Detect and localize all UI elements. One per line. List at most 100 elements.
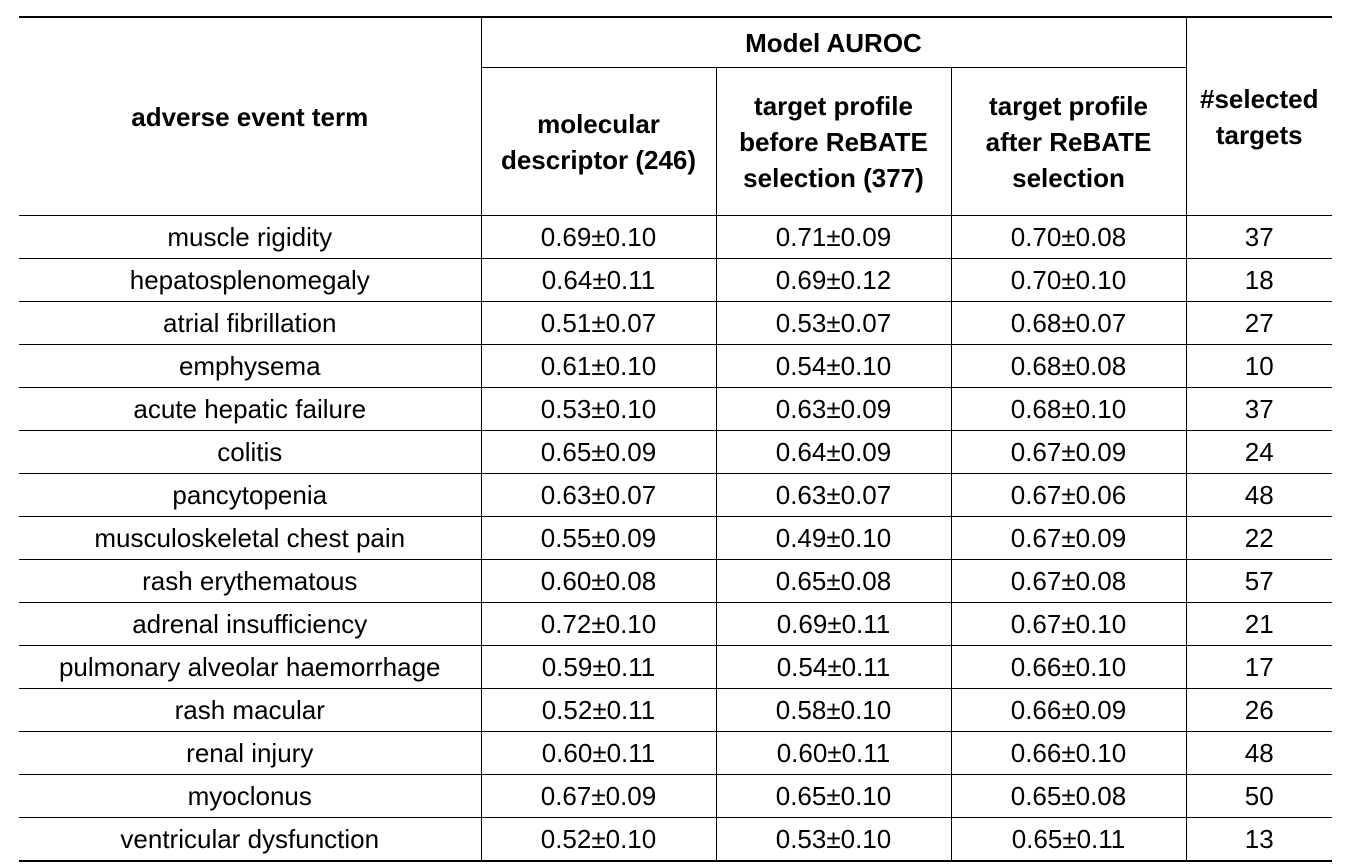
cell-selected-targets: 17 bbox=[1186, 645, 1332, 689]
header-adverse-event-term: adverse event term bbox=[19, 17, 482, 216]
cell-target-profile-before: 0.54±0.10 bbox=[716, 344, 952, 388]
table-row: muscle rigidity 0.69±0.10 0.71±0.09 0.70±0.… bbox=[19, 215, 1332, 259]
header-target-profile-before-label: target profile before ReBATE selection (… bbox=[739, 90, 928, 193]
cell-target-profile-after: 0.66±0.10 bbox=[951, 645, 1187, 689]
cell-adverse-event-term: colitis bbox=[19, 430, 482, 474]
cell-molecular-descriptor: 0.52±0.10 bbox=[481, 817, 717, 862]
cell-target-profile-before: 0.69±0.12 bbox=[716, 258, 952, 302]
cell-selected-targets: 27 bbox=[1186, 301, 1332, 345]
cell-molecular-descriptor: 0.53±0.10 bbox=[481, 387, 717, 431]
cell-molecular-descriptor: 0.72±0.10 bbox=[481, 602, 717, 646]
cell-molecular-descriptor: 0.69±0.10 bbox=[481, 215, 717, 259]
cell-adverse-event-term: rash macular bbox=[19, 688, 482, 732]
cell-molecular-descriptor: 0.60±0.08 bbox=[481, 559, 717, 603]
cell-selected-targets: 24 bbox=[1186, 430, 1332, 474]
table-row: colitis 0.65±0.09 0.64±0.09 0.67±0.09 24 bbox=[19, 430, 1332, 474]
cell-target-profile-after: 0.68±0.08 bbox=[951, 344, 1187, 388]
cell-adverse-event-term: hepatosplenomegaly bbox=[19, 258, 482, 302]
cell-target-profile-after: 0.68±0.07 bbox=[951, 301, 1187, 345]
cell-molecular-descriptor: 0.65±0.09 bbox=[481, 430, 717, 474]
header-target-profile-after-label: target profile after ReBATE selection bbox=[985, 90, 1152, 193]
cell-selected-targets: 50 bbox=[1186, 774, 1332, 818]
table-header: adverse event term Model AUROC #selected… bbox=[19, 17, 1332, 216]
cell-adverse-event-term: renal injury bbox=[19, 731, 482, 775]
cell-target-profile-before: 0.69±0.11 bbox=[716, 602, 952, 646]
cell-molecular-descriptor: 0.63±0.07 bbox=[481, 473, 717, 517]
cell-target-profile-before: 0.53±0.10 bbox=[716, 817, 952, 862]
cell-selected-targets: 22 bbox=[1186, 516, 1332, 560]
table-row: pancytopenia 0.63±0.07 0.63±0.07 0.67±0.06 4… bbox=[19, 473, 1332, 517]
table-row: emphysema 0.61±0.10 0.54±0.10 0.68±0.08 10 bbox=[19, 344, 1332, 388]
cell-target-profile-before: 0.53±0.07 bbox=[716, 301, 952, 345]
cell-target-profile-before: 0.60±0.11 bbox=[716, 731, 952, 775]
cell-target-profile-before: 0.63±0.07 bbox=[716, 473, 952, 517]
cell-target-profile-after: 0.67±0.10 bbox=[951, 602, 1187, 646]
cell-adverse-event-term: acute hepatic failure bbox=[19, 387, 482, 431]
table-row: hepatosplenomegaly 0.64±0.11 0.69±0.12 0.70… bbox=[19, 258, 1332, 302]
cell-molecular-descriptor: 0.51±0.07 bbox=[481, 301, 717, 345]
table-row: musculoskeletal chest pain 0.55±0.09 0.49±… bbox=[19, 516, 1332, 560]
header-molecular-descriptor: molecular descriptor (246) bbox=[481, 67, 717, 216]
header-molecular-descriptor-label: molecular descriptor (246) bbox=[500, 108, 697, 175]
cell-molecular-descriptor: 0.59±0.11 bbox=[481, 645, 717, 689]
cell-target-profile-after: 0.65±0.11 bbox=[951, 817, 1187, 862]
cell-target-profile-after: 0.67±0.08 bbox=[951, 559, 1187, 603]
cell-selected-targets: 37 bbox=[1186, 387, 1332, 431]
header-target-profile-after: target profile after ReBATE selection bbox=[951, 67, 1187, 216]
header-target-profile-before: target profile before ReBATE selection (… bbox=[716, 67, 952, 216]
header-model-auroc: Model AUROC bbox=[481, 17, 1187, 68]
cell-selected-targets: 37 bbox=[1186, 215, 1332, 259]
table-row: rash macular 0.52±0.11 0.58±0.10 0.66±0.09 2… bbox=[19, 688, 1332, 732]
cell-target-profile-after: 0.70±0.08 bbox=[951, 215, 1187, 259]
table-body: muscle rigidity 0.69±0.10 0.71±0.09 0.70±0.… bbox=[19, 215, 1332, 862]
cell-target-profile-before: 0.58±0.10 bbox=[716, 688, 952, 732]
cell-selected-targets: 26 bbox=[1186, 688, 1332, 732]
cell-target-profile-before: 0.54±0.11 bbox=[716, 645, 952, 689]
cell-adverse-event-term: myoclonus bbox=[19, 774, 482, 818]
cell-selected-targets: 13 bbox=[1186, 817, 1332, 862]
header-selected-targets: #selected targets bbox=[1186, 17, 1332, 216]
cell-target-profile-before: 0.64±0.09 bbox=[716, 430, 952, 474]
cell-selected-targets: 21 bbox=[1186, 602, 1332, 646]
cell-selected-targets: 10 bbox=[1186, 344, 1332, 388]
table-row: rash erythematous 0.60±0.08 0.65±0.08 0.67±… bbox=[19, 559, 1332, 603]
cell-adverse-event-term: pancytopenia bbox=[19, 473, 482, 517]
cell-adverse-event-term: ventricular dysfunction bbox=[19, 817, 482, 862]
cell-adverse-event-term: adrenal insufficiency bbox=[19, 602, 482, 646]
cell-adverse-event-term: rash erythematous bbox=[19, 559, 482, 603]
cell-adverse-event-term: atrial fibrillation bbox=[19, 301, 482, 345]
cell-target-profile-before: 0.65±0.10 bbox=[716, 774, 952, 818]
cell-target-profile-after: 0.68±0.10 bbox=[951, 387, 1187, 431]
cell-molecular-descriptor: 0.67±0.09 bbox=[481, 774, 717, 818]
cell-selected-targets: 48 bbox=[1186, 731, 1332, 775]
cell-target-profile-before: 0.63±0.09 bbox=[716, 387, 952, 431]
cell-selected-targets: 48 bbox=[1186, 473, 1332, 517]
table-row: ventricular dysfunction 0.52±0.10 0.53±0.1… bbox=[19, 817, 1332, 862]
cell-adverse-event-term: muscle rigidity bbox=[19, 215, 482, 259]
cell-target-profile-before: 0.71±0.09 bbox=[716, 215, 952, 259]
table-row: renal injury 0.60±0.11 0.60±0.11 0.66±0.10 4… bbox=[19, 731, 1332, 775]
cell-target-profile-after: 0.67±0.09 bbox=[951, 516, 1187, 560]
table-row: pulmonary alveolar haemorrhage 0.59±0.11 0… bbox=[19, 645, 1332, 689]
table-row: acute hepatic failure 0.53±0.10 0.63±0.09 0… bbox=[19, 387, 1332, 431]
auroc-table: adverse event term Model AUROC #selected… bbox=[19, 16, 1332, 862]
cell-target-profile-after: 0.67±0.06 bbox=[951, 473, 1187, 517]
cell-molecular-descriptor: 0.52±0.11 bbox=[481, 688, 717, 732]
cell-molecular-descriptor: 0.61±0.10 bbox=[481, 344, 717, 388]
table-row: adrenal insufficiency 0.72±0.10 0.69±0.11 0… bbox=[19, 602, 1332, 646]
cell-adverse-event-term: emphysema bbox=[19, 344, 482, 388]
cell-target-profile-before: 0.49±0.10 bbox=[716, 516, 952, 560]
cell-target-profile-before: 0.65±0.08 bbox=[716, 559, 952, 603]
cell-target-profile-after: 0.70±0.10 bbox=[951, 258, 1187, 302]
table-row: myoclonus 0.67±0.09 0.65±0.10 0.65±0.08 50 bbox=[19, 774, 1332, 818]
cell-selected-targets: 18 bbox=[1186, 258, 1332, 302]
cell-adverse-event-term: musculoskeletal chest pain bbox=[19, 516, 482, 560]
cell-molecular-descriptor: 0.64±0.11 bbox=[481, 258, 717, 302]
cell-target-profile-after: 0.65±0.08 bbox=[951, 774, 1187, 818]
cell-target-profile-after: 0.67±0.09 bbox=[951, 430, 1187, 474]
cell-molecular-descriptor: 0.60±0.11 bbox=[481, 731, 717, 775]
header-selected-targets-label: #selected targets bbox=[1199, 83, 1319, 150]
table-row: atrial fibrillation 0.51±0.07 0.53±0.07 0.6… bbox=[19, 301, 1332, 345]
cell-target-profile-after: 0.66±0.09 bbox=[951, 688, 1187, 732]
cell-adverse-event-term: pulmonary alveolar haemorrhage bbox=[19, 645, 482, 689]
